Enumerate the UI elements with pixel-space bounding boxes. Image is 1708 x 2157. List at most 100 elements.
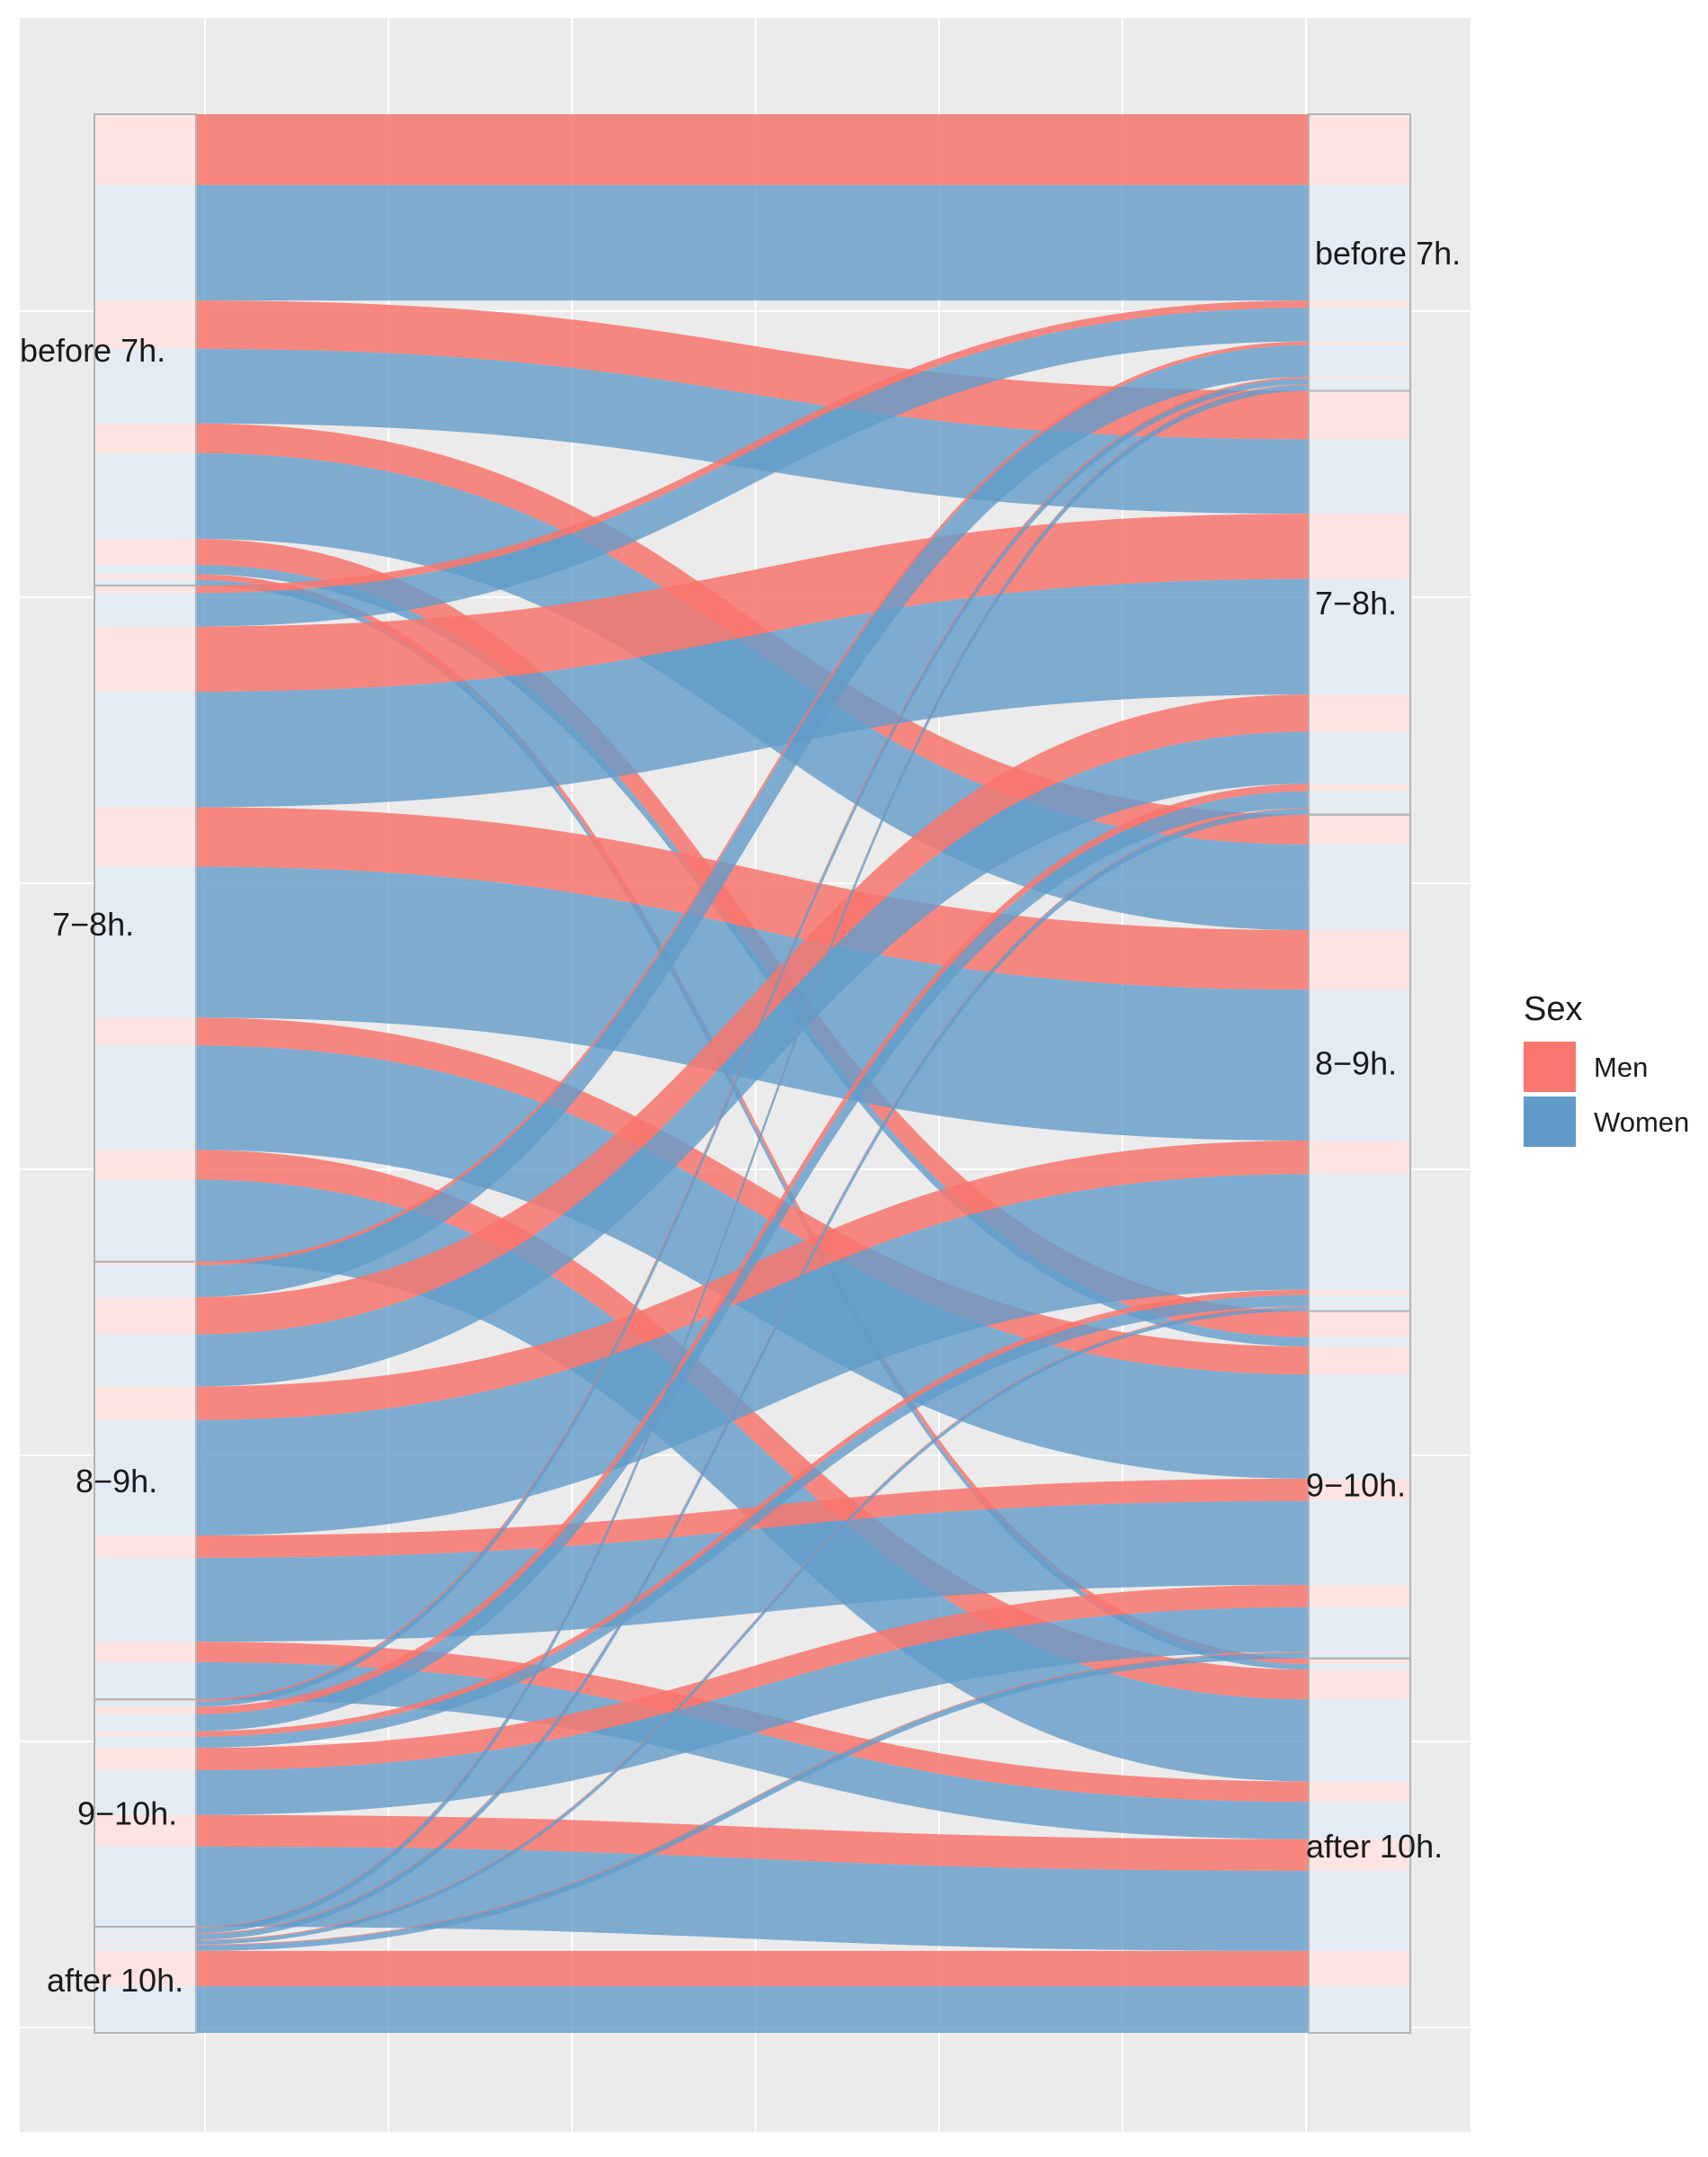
left-stratum-label-2: 8−9h. [76, 1463, 157, 1499]
left-stratum-band-men [94, 114, 196, 185]
left-stratum-band-men [94, 1642, 196, 1662]
right-stratum-band-men [1309, 694, 1410, 732]
right-stratum-band-men [1309, 390, 1410, 440]
left-stratum-band-women [94, 579, 196, 586]
left-stratum-band-men [94, 1386, 196, 1420]
left-stratum-band-women [94, 1661, 196, 1700]
left-stratum-band-women [94, 1986, 196, 2033]
flow-men-4-to-0 [196, 384, 1309, 1928]
right-stratum-label-4: after 10h. [1306, 1828, 1443, 1865]
left-stratum-band-men [94, 1017, 196, 1046]
right-stratum-band-women [1309, 1802, 1410, 1839]
flow-women-3-to-1 [196, 791, 1309, 1732]
right-stratum-band-women [1309, 184, 1410, 301]
flow-men-1-to-0 [196, 300, 1309, 594]
right-stratum-band-women [1309, 439, 1410, 515]
flow-men-4-to-3 [196, 1651, 1309, 1946]
left-stratum-band-women [94, 1045, 196, 1150]
legend-swatch-men [1524, 1042, 1576, 1092]
left-stratum-band-men [94, 1748, 196, 1771]
flow-women-3-to-2 [196, 1294, 1309, 1749]
right-stratum-band-women [1309, 308, 1410, 342]
right-stratum-band-women [1309, 809, 1410, 815]
flow-men-1-to-3 [196, 1017, 1309, 1374]
flow-men-1-to-2 [196, 807, 1309, 990]
right-stratum-band-women [1309, 379, 1410, 385]
left-stratum-band-men [94, 1731, 196, 1737]
left-stratum-band-women [94, 1945, 196, 1951]
right-stratum-band-men [1309, 1306, 1410, 1308]
right-stratum-band-men [1309, 1478, 1410, 1501]
flow-women-3-to-3 [196, 1607, 1309, 1815]
flow-men-0-to-4 [196, 574, 1309, 1664]
left-stratum-band-men [94, 1933, 196, 1935]
right-stratum-band-men [1309, 1950, 1410, 1987]
flow-women-4-to-2 [196, 1307, 1309, 1945]
left-stratum-band-men [94, 1297, 196, 1335]
flow-women-0-to-4 [196, 579, 1309, 1670]
right-stratum-label-2: 8−9h. [1315, 1045, 1397, 1082]
left-stratum-label-1: 7−8h. [52, 906, 134, 943]
left-stratum-band-men [94, 1150, 196, 1180]
left-stratum-band-men [94, 807, 196, 867]
flow-men-4-to-2 [196, 1306, 1309, 1941]
flow-women-2-to-0 [196, 345, 1309, 1298]
left-stratum-band-men [94, 1814, 196, 1847]
flow-women-2-to-3 [196, 1500, 1309, 1642]
right-stratum-band-women [1309, 1699, 1410, 1782]
left-stratum-band-men [94, 626, 196, 692]
legend-title: Sex [1524, 990, 1582, 1028]
flow-women-2-to-4 [196, 1661, 1309, 1839]
legend: Sex Men Women [1524, 990, 1689, 1147]
flow-women-3-to-0 [196, 379, 1309, 1707]
right-stratum-band-men [1309, 783, 1410, 792]
strata-boxes [94, 113, 1411, 2035]
flow-men-3-to-1 [196, 783, 1309, 1714]
left-stratum-band-women [94, 1934, 196, 1940]
left-stratum-box-4 [94, 1925, 197, 2035]
right-stratum-band-men [1309, 1781, 1410, 1803]
flow-men-2-to-0 [196, 341, 1309, 1266]
flow-men-2-to-1 [196, 694, 1309, 1335]
flow-men-3-to-4 [196, 1814, 1309, 1871]
right-stratum-band-men [1309, 376, 1410, 380]
left-stratum-band-men [94, 574, 196, 580]
right-stratum-band-men [1309, 1584, 1410, 1607]
right-stratum-band-women [1309, 1663, 1410, 1670]
left-stratum-band-men [94, 423, 196, 453]
left-stratum-band-women [94, 1265, 196, 1298]
left-stratum-band-women [94, 1714, 196, 1732]
left-stratum-band-women [94, 452, 196, 540]
left-stratum-band-women [94, 348, 196, 424]
right-stratum-band-women [1309, 844, 1410, 931]
right-stratum-band-men [1309, 1141, 1410, 1175]
left-stratum-band-women [94, 1736, 196, 1749]
left-stratum-label-4: after 10h. [47, 1962, 183, 1999]
flow-women-1-to-1 [196, 578, 1309, 808]
right-stratum-band-men [1309, 808, 1410, 810]
right-stratum-label-3: 9−10h. [1306, 1467, 1406, 1504]
left-stratum-band-women [94, 1846, 196, 1927]
right-stratum-band-women [1309, 1607, 1410, 1652]
right-stratum-band-men [1309, 1289, 1410, 1295]
flow-women-1-to-4 [196, 1179, 1309, 1782]
left-stratum-label-0: before 7h. [20, 332, 165, 369]
flow-women-4-to-4 [196, 1986, 1309, 2033]
left-stratum-band-men [94, 1944, 196, 1946]
flow-men-2-to-2 [196, 1141, 1309, 1420]
right-stratum-band-men [1309, 114, 1410, 185]
right-stratum-label-1: 7−8h. [1315, 585, 1397, 622]
left-stratum-band-women [94, 1927, 196, 1934]
left-stratum-band-men [94, 1261, 196, 1266]
right-stratum-band-women [1309, 989, 1410, 1141]
right-stratum-band-men [1309, 514, 1410, 579]
left-stratum-band-men [94, 1706, 196, 1714]
legend-swatch-women [1524, 1096, 1576, 1147]
left-stratum-band-men [94, 585, 196, 594]
legend-label-men: Men [1594, 1052, 1648, 1083]
left-stratum-band-women [94, 565, 196, 575]
left-stratum-band-men [94, 300, 196, 349]
flow-men-3-to-3 [196, 1584, 1309, 1771]
left-stratum-band-men [94, 1950, 196, 1987]
right-stratum-band-women [1309, 1870, 1410, 1951]
